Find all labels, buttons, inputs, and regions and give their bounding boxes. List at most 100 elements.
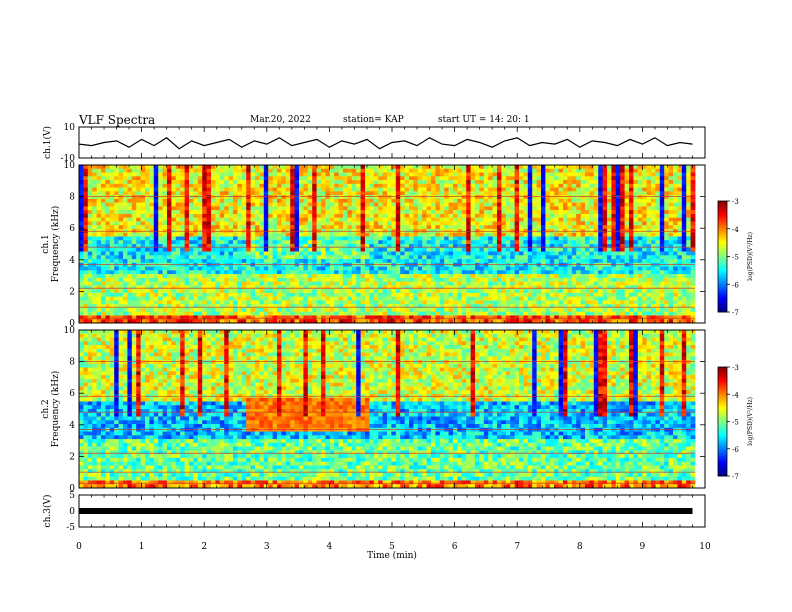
spectrogram-cell xyxy=(215,259,221,264)
spectrogram-cell xyxy=(356,270,361,275)
spectrogram-cell xyxy=(598,240,603,245)
spectrogram-cell xyxy=(461,251,467,256)
spectrogram-cell xyxy=(457,217,463,222)
spectrogram-cell xyxy=(206,176,212,181)
spectrogram-cell xyxy=(153,198,159,204)
spectrogram-cell xyxy=(527,240,533,245)
spectrogram-cell xyxy=(607,210,612,215)
spectrogram-cell xyxy=(527,266,533,271)
spectrogram-cell xyxy=(475,176,480,181)
spectrogram-cell xyxy=(202,180,207,185)
spectrogram-cell xyxy=(281,244,287,249)
spectrogram-cell xyxy=(589,277,595,283)
spectrogram-cell xyxy=(158,292,163,298)
spectrogram-cell xyxy=(373,225,379,230)
spectrogram-cell xyxy=(686,210,691,215)
spectrogram-cell xyxy=(316,289,322,294)
spectrogram-cell xyxy=(510,191,515,196)
spectrogram-cell xyxy=(307,206,313,211)
spectrogram-cell xyxy=(356,296,361,301)
spectrogram-cell xyxy=(453,221,458,226)
spectrogram-cell xyxy=(514,195,520,200)
spectrogram-cell xyxy=(259,259,265,264)
spectrogram-cell xyxy=(439,168,445,173)
spectrogram-cell xyxy=(219,221,225,226)
spectrogram-cell xyxy=(501,202,507,207)
spectrogram-cell xyxy=(197,176,203,181)
spectrogram-cell xyxy=(334,221,339,226)
spectrogram-cell xyxy=(563,168,568,173)
spectrogram-cell xyxy=(431,172,436,177)
spectrogram-cell xyxy=(162,191,168,196)
spectrogram-cell xyxy=(360,176,366,181)
spectrogram-cell xyxy=(79,274,84,279)
spectrogram-cell xyxy=(629,289,634,294)
spectrogram-cell xyxy=(475,244,480,249)
spectrogram-cell xyxy=(677,244,683,249)
spectrogram-cell xyxy=(413,270,419,275)
spectrogram-cell xyxy=(677,180,683,185)
spectrogram-cell xyxy=(197,285,203,290)
spectrogram-cell xyxy=(611,213,617,219)
spectrogram-cell xyxy=(448,168,454,173)
spectrogram-cell xyxy=(197,202,203,207)
spectrogram-cell xyxy=(642,183,647,188)
spectrogram-cell xyxy=(202,172,207,177)
spectrogram-cell xyxy=(224,285,229,290)
spectrogram-cell xyxy=(611,217,617,222)
spectrogram-cell xyxy=(224,281,229,286)
spectrogram-cell xyxy=(488,191,493,196)
spectrogram-cell xyxy=(338,285,344,290)
spectrogram-cell xyxy=(532,221,537,226)
spectrogram-cell xyxy=(668,232,674,237)
spectrogram-cell xyxy=(426,168,432,173)
spectrogram-cell xyxy=(312,281,317,286)
spectrogram-cell xyxy=(277,285,282,290)
spectrogram-cell xyxy=(585,285,590,290)
spectrogram-cell xyxy=(237,277,243,283)
spectrogram-cell xyxy=(466,217,471,222)
spectrogram-cell xyxy=(637,168,643,173)
spectrogram-cell xyxy=(404,240,410,245)
spectrogram-cell xyxy=(215,165,221,170)
start-time-label: start UT = 14: 20: 1 xyxy=(438,115,530,125)
spectrogram-cell xyxy=(563,232,568,237)
spectrogram-cell xyxy=(290,296,295,301)
spectrogram-cell xyxy=(589,183,595,188)
spectrogram-cell xyxy=(607,236,612,241)
spectrogram-cell xyxy=(347,180,353,185)
spectrogram-cell xyxy=(241,255,247,260)
spectrogram-cell xyxy=(131,165,137,170)
spectrogram-cell xyxy=(378,277,383,283)
spectrogram-cell xyxy=(651,285,656,290)
spectrogram-cell xyxy=(404,255,410,260)
spectrogram-cell xyxy=(620,165,625,170)
spectrogram-cell xyxy=(184,225,190,230)
spectrogram-cell xyxy=(325,292,331,298)
spectrogram-cell xyxy=(228,187,234,192)
spectrogram-cell xyxy=(651,274,656,279)
spectrogram-cell xyxy=(387,285,392,290)
spectrogram-cell xyxy=(140,176,146,181)
spectrogram-cell xyxy=(206,183,212,188)
spectrogram-cell xyxy=(263,259,269,264)
spectrogram-cell xyxy=(633,236,639,241)
spectrogram-cell xyxy=(382,247,388,252)
spectrogram-cell xyxy=(343,176,348,181)
spectrogram-cell xyxy=(87,180,93,185)
spectrogram-cell xyxy=(413,217,419,222)
spectrogram-cell xyxy=(189,251,194,256)
spectrogram-cell xyxy=(321,244,326,249)
spectrogram-cell xyxy=(184,206,190,211)
spectrogram-cell xyxy=(140,232,146,237)
spectrogram-cell xyxy=(259,270,265,275)
spectrogram-cell xyxy=(307,277,313,283)
spectrogram-cell xyxy=(136,180,141,185)
spectrogram-cell xyxy=(448,244,454,249)
spectrogram-cell xyxy=(329,289,335,294)
spectrogram-cell xyxy=(417,195,423,200)
spectrogram-cell xyxy=(681,183,687,188)
spectrogram-cell xyxy=(659,187,665,192)
spectrogram-cell xyxy=(96,251,102,256)
spectrogram-cell xyxy=(629,183,634,188)
